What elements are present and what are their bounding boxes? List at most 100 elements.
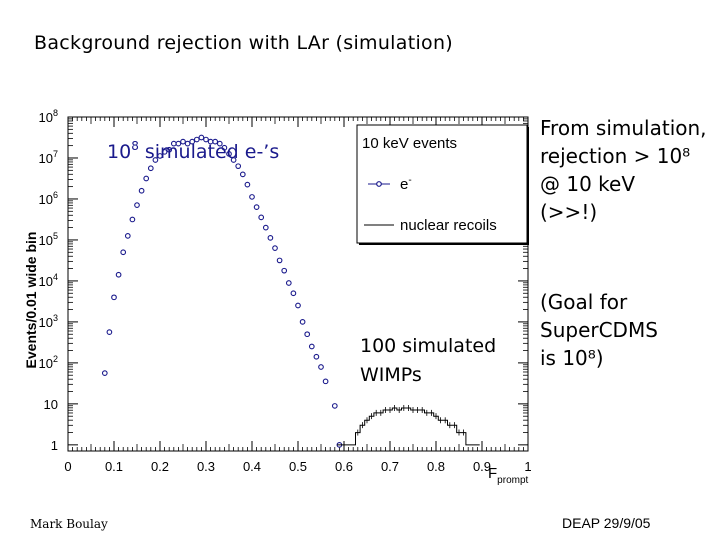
y-axis-label: Events/0.01 wide bin — [23, 232, 39, 369]
x-tick-label: 0.7 — [381, 459, 399, 474]
y-tick-label-exp: 5 — [53, 231, 58, 241]
electron-point — [166, 146, 173, 153]
y-tick-label-base: 10 — [39, 192, 53, 207]
y-tick-label-exp: 6 — [53, 190, 58, 200]
legend-marker-circle — [376, 181, 382, 187]
electrons-annotation-exp: 8 — [131, 139, 139, 153]
electron-point — [313, 353, 320, 360]
series-group — [101, 134, 480, 448]
electron-point — [290, 290, 297, 297]
author-footer: Mark Boulay — [30, 517, 108, 531]
electrons-annotation: 108 simulated e-’s — [107, 139, 279, 163]
legend-entry-electrons-label: e — [400, 176, 408, 193]
electron-point — [175, 140, 182, 147]
y-tick-label: 103 — [39, 313, 58, 330]
electron-point — [281, 267, 288, 274]
x-tick-label: 0.2 — [151, 459, 169, 474]
date-footer: DEAP 29/9/05 — [562, 515, 651, 531]
legend-entry-recoils: nuclear recoils — [400, 217, 497, 234]
legend-title: 10 keV events — [362, 135, 457, 152]
electron-point — [285, 280, 292, 286]
electron-point — [152, 157, 159, 163]
electron-point — [184, 140, 191, 147]
goal-note: (Goal for SuperCDMS is 10⁸) — [540, 290, 658, 370]
electron-point — [226, 151, 232, 157]
electron-point — [189, 138, 196, 145]
x-tick-label: 0.4 — [243, 459, 261, 474]
y-tick-label-base: 10 — [39, 151, 53, 166]
x-tick-label: 1 — [524, 459, 531, 474]
electron-point — [143, 175, 150, 182]
electrons-annotation-text: simulated e-’s — [139, 141, 279, 163]
y-tick-label: 10 — [44, 397, 58, 412]
x-tick-label: 0.8 — [427, 459, 445, 474]
electron-point — [161, 148, 168, 155]
electron-point — [106, 329, 113, 336]
electron-point — [111, 294, 117, 301]
chart-area: 1 10 102 103 104 105 106 107 108 0 0.1 0.2 0.3 0.4 0.… — [0, 105, 540, 495]
y-tick-label-exp: 8 — [53, 108, 58, 118]
y-tick-label-base: 10 — [39, 315, 53, 330]
electron-point — [253, 204, 260, 211]
electron-point — [258, 214, 265, 221]
x-tick-label: 0.9 — [473, 459, 491, 474]
electron-point — [262, 224, 269, 231]
electron-point — [318, 364, 324, 370]
y-tick-label-base: 1 — [51, 438, 58, 453]
y-tick-label: 105 — [39, 231, 58, 248]
wimps-annotation-line1: 100 simulated — [360, 335, 496, 357]
x-tick-label: 0.1 — [105, 459, 123, 474]
y-tick-label-exp: 7 — [53, 149, 58, 159]
electron-point — [308, 343, 315, 350]
x-tick-label: 0.5 — [289, 459, 307, 474]
electron-point — [138, 187, 145, 194]
y-tick-label: 108 — [39, 108, 58, 125]
y-tick-label-exp: 2 — [53, 354, 58, 364]
x-tick-label: 0 — [64, 459, 71, 474]
electron-point — [124, 232, 131, 239]
y-tick-label: 102 — [39, 354, 58, 371]
electron-point — [212, 138, 219, 145]
electron-point — [198, 134, 205, 141]
electron-point — [276, 257, 283, 264]
electron-point — [115, 271, 122, 278]
legend-entry-electrons-sup: - — [408, 175, 411, 186]
legend-entry-electrons: e- — [400, 175, 412, 193]
electron-point — [203, 136, 209, 143]
x-axis-label-sub: prompt — [497, 475, 528, 486]
y-tick-label-base: 10 — [44, 397, 58, 412]
electron-point — [267, 235, 274, 241]
x-tick-label: 0.3 — [197, 459, 215, 474]
simulation-note: From simulation, rejection > 10⁸ @ 10 ke… — [540, 116, 707, 224]
electron-point — [331, 403, 338, 409]
slide-title: Background rejection with LAr (simulatio… — [34, 32, 454, 54]
wimps-annotation-line2: WIMPs — [360, 364, 422, 386]
y-tick-label: 104 — [39, 272, 58, 289]
legend: 10 keV events e- nuclear recoils — [356, 124, 529, 245]
electron-point — [230, 157, 237, 163]
x-tick-label: 0.6 — [335, 459, 353, 474]
electron-point — [249, 194, 255, 200]
electron-point — [272, 245, 278, 251]
electron-point — [120, 249, 127, 256]
y-tick-label-exp: 3 — [53, 313, 58, 323]
y-tick-label-exp: 4 — [53, 272, 58, 282]
y-tick-label: 106 — [39, 190, 58, 207]
electron-point — [101, 370, 108, 376]
electrons-annotation-base: 10 — [107, 141, 131, 163]
electron-point — [193, 136, 200, 143]
electron-point — [157, 153, 163, 159]
x-axis-label: Fprompt — [488, 465, 529, 486]
x-ticks: 0 0.1 0.2 0.3 0.4 0.5 0.6 0.7 0.8 0.9 1 — [64, 117, 532, 474]
electron-point — [216, 140, 223, 147]
y-tick-label: 107 — [39, 149, 58, 166]
y-tick-label-base: 10 — [39, 356, 53, 371]
electron-point — [221, 144, 228, 151]
y-tick-label: 1 — [51, 438, 58, 453]
x-axis-label-main: F — [488, 465, 497, 482]
electron-point — [180, 138, 186, 145]
electron-point — [239, 171, 246, 178]
electron-point — [295, 302, 301, 309]
